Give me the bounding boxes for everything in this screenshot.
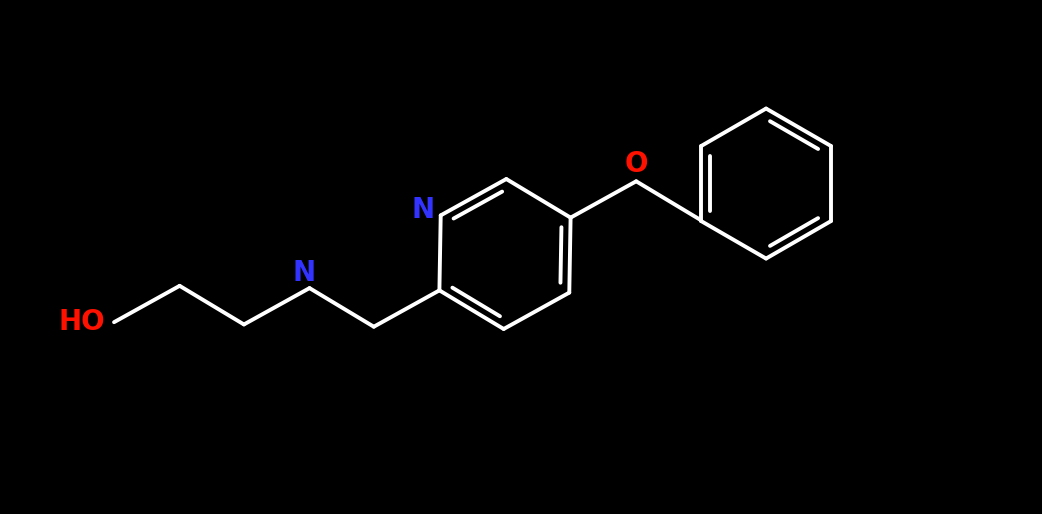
Text: N: N	[412, 196, 435, 225]
Text: N: N	[293, 259, 316, 287]
Text: HO: HO	[58, 308, 105, 336]
Text: O: O	[624, 150, 648, 178]
